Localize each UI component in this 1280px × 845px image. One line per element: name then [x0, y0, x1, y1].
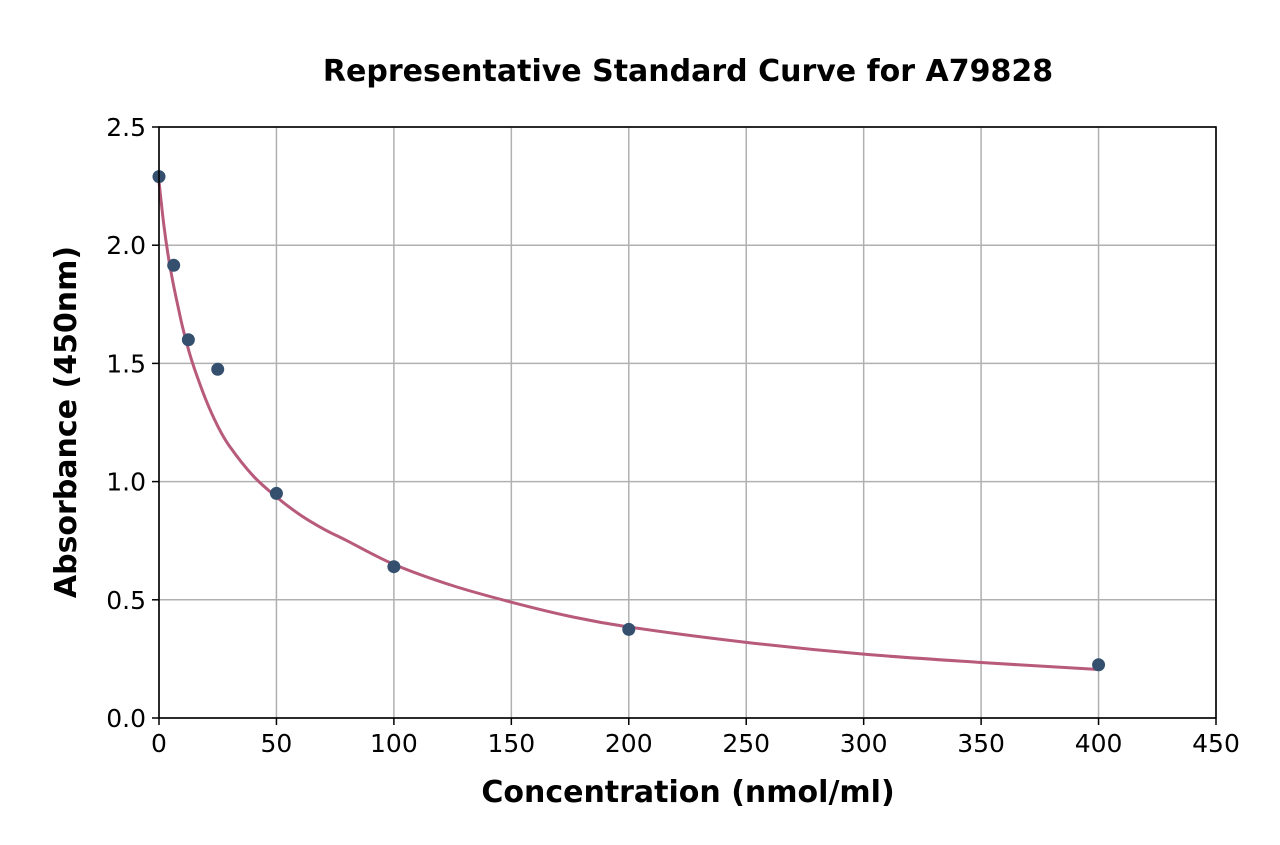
x-tick-label: 350 — [957, 729, 1005, 758]
y-tick-label: 2.0 — [106, 231, 146, 260]
data-point — [387, 560, 401, 574]
data-point — [181, 333, 195, 347]
data-point — [269, 486, 283, 500]
x-axis-label: Concentration (nmol/ml) — [481, 775, 894, 810]
x-tick-label: 50 — [261, 729, 293, 758]
plot-frame — [158, 126, 1217, 719]
x-tick-label: 300 — [840, 729, 888, 758]
data-point — [622, 622, 636, 636]
grid-lines — [158, 126, 1217, 719]
x-tick-label: 0 — [151, 729, 167, 758]
x-tick-label: 250 — [722, 729, 770, 758]
data-point — [1092, 658, 1106, 672]
y-tick-label: 0.0 — [106, 704, 146, 733]
y-axis-ticks: 0.0 0.5 1.0 1.5 2.0 2.5 — [106, 113, 159, 733]
fit-curve-line — [157, 179, 1101, 672]
y-tick-label: 2.5 — [106, 113, 146, 142]
chart-title: Representative Standard Curve for A79828 — [323, 54, 1053, 89]
x-tick-label: 200 — [605, 729, 653, 758]
x-tick-label: 450 — [1192, 729, 1240, 758]
y-tick-label: 1.0 — [106, 468, 146, 497]
x-tick-label: 100 — [370, 729, 418, 758]
y-tick-label: 0.5 — [106, 586, 146, 615]
x-axis-ticks: 0 50 100 150 200 250 300 350 400 450 — [151, 718, 1240, 758]
data-points-layer — [152, 170, 1106, 672]
data-point — [167, 258, 181, 272]
fit-curve-layer — [157, 179, 1101, 672]
y-tick-label: 1.5 — [106, 349, 146, 378]
data-point — [211, 362, 225, 376]
x-tick-label: 400 — [1075, 729, 1123, 758]
x-tick-label: 150 — [487, 729, 535, 758]
y-axis-label: Absorbance (450nm) — [49, 246, 84, 598]
